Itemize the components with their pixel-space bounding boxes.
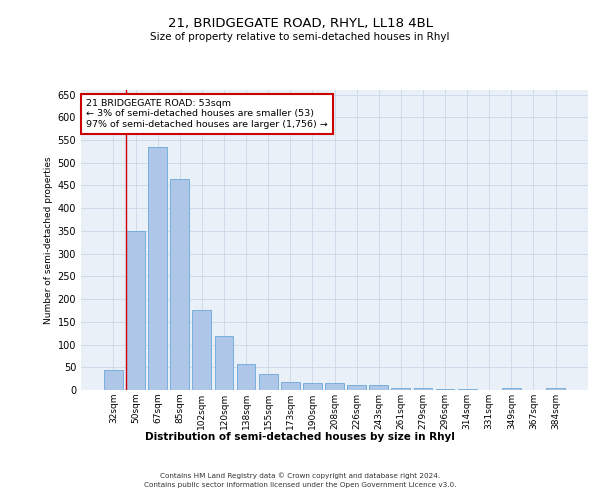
Text: Size of property relative to semi-detached houses in Rhyl: Size of property relative to semi-detach…: [150, 32, 450, 42]
Bar: [259, 374, 278, 390]
Bar: [148, 147, 167, 390]
Bar: [126, 231, 145, 390]
Bar: [391, 388, 410, 390]
Bar: [502, 388, 521, 390]
Bar: [325, 383, 344, 390]
Bar: [236, 364, 256, 390]
Bar: [215, 336, 233, 390]
Text: Distribution of semi-detached houses by size in Rhyl: Distribution of semi-detached houses by …: [145, 432, 455, 442]
Text: 21, BRIDGEGATE ROAD, RHYL, LL18 4BL: 21, BRIDGEGATE ROAD, RHYL, LL18 4BL: [167, 18, 433, 30]
Bar: [347, 386, 366, 390]
Bar: [303, 383, 322, 390]
Bar: [281, 382, 299, 390]
Bar: [193, 310, 211, 390]
Bar: [413, 388, 433, 390]
Bar: [458, 389, 476, 390]
Bar: [170, 178, 189, 390]
Bar: [370, 386, 388, 390]
Text: 21 BRIDGEGATE ROAD: 53sqm
← 3% of semi-detached houses are smaller (53)
97% of s: 21 BRIDGEGATE ROAD: 53sqm ← 3% of semi-d…: [86, 99, 328, 129]
Bar: [436, 389, 454, 390]
Bar: [104, 370, 123, 390]
Y-axis label: Number of semi-detached properties: Number of semi-detached properties: [44, 156, 53, 324]
Text: Contains HM Land Registry data © Crown copyright and database right 2024.
Contai: Contains HM Land Registry data © Crown c…: [144, 472, 456, 488]
Bar: [546, 388, 565, 390]
